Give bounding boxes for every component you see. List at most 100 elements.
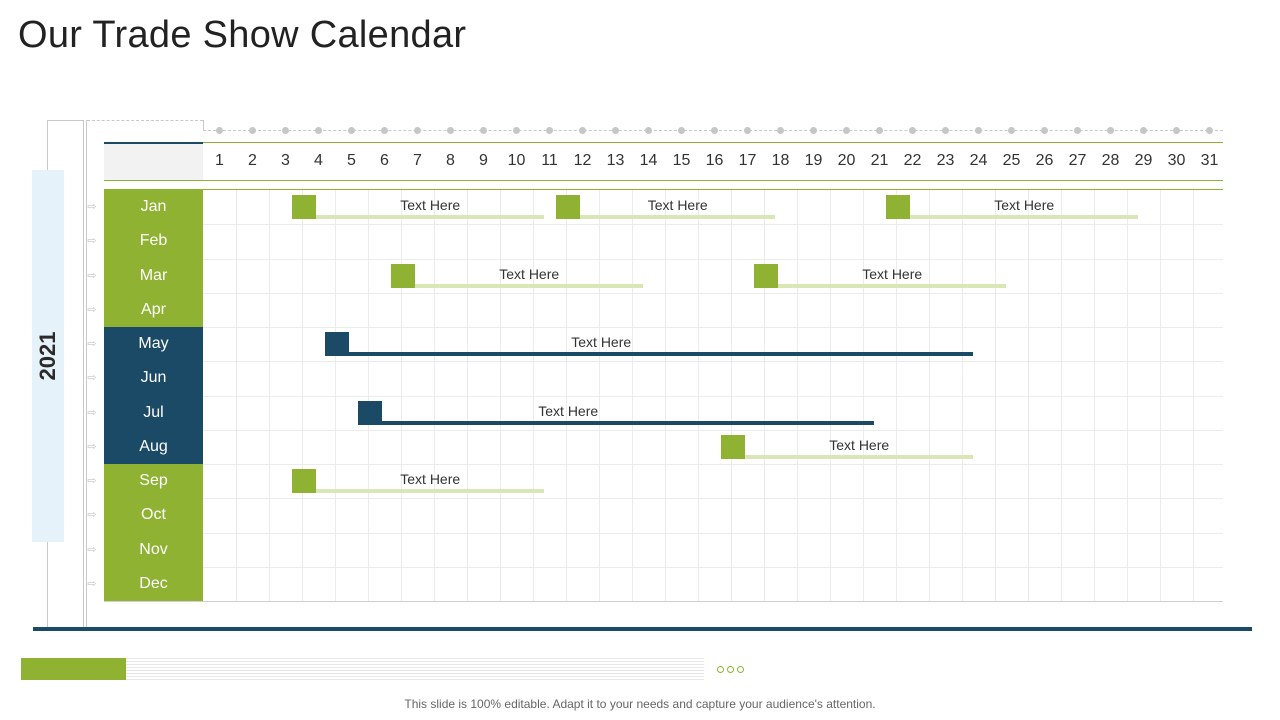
event-label: Text Here <box>499 265 560 282</box>
header-band <box>104 144 203 180</box>
rail-dot <box>1173 127 1180 134</box>
rail-dot <box>843 127 850 134</box>
month-cell: Nov <box>104 532 203 568</box>
progress-fill <box>21 658 126 680</box>
rail-dot <box>381 127 388 134</box>
month-cell: Jul <box>104 395 203 431</box>
month-cell: Sep <box>104 464 203 499</box>
event-label: Text Here <box>994 197 1055 213</box>
day-label: 30 <box>1167 152 1186 169</box>
month-cell: Jan <box>104 190 203 225</box>
page-title: Our Trade Show Calendar <box>18 14 467 56</box>
arrow-icon: ⇨ <box>87 475 97 488</box>
arrow-icon: ⇨ <box>87 509 97 522</box>
day-label: 14 <box>639 152 658 169</box>
arrow-icon: ⇨ <box>87 303 97 316</box>
rail-dot <box>513 127 520 134</box>
event-marker <box>358 400 383 425</box>
day-label: 11 <box>541 152 558 169</box>
event-marker <box>391 263 416 288</box>
event-bar <box>349 352 974 356</box>
rail-dot <box>810 127 817 134</box>
header-top-line <box>104 142 203 144</box>
arrow-icon: ⇨ <box>87 269 97 282</box>
arrow-icon: ⇨ <box>87 406 97 419</box>
arrow-icon: ⇨ <box>87 372 97 385</box>
arrow-icon: ⇨ <box>87 201 97 214</box>
rail-dot <box>447 127 454 134</box>
day-label: 27 <box>1068 152 1087 169</box>
grid-hline <box>203 395 1223 397</box>
dot-icon <box>717 666 724 673</box>
rail-dot <box>282 127 289 134</box>
event-bar <box>415 283 644 288</box>
grid-hline <box>203 361 1223 363</box>
header-mid-line <box>104 180 1223 181</box>
day-label: 8 <box>446 152 455 169</box>
frame-line <box>86 120 87 628</box>
event-label: Text Here <box>400 197 461 213</box>
day-label: 10 <box>507 152 526 169</box>
day-label: 13 <box>606 152 625 169</box>
grid-hline <box>203 566 1223 568</box>
day-label: 9 <box>479 152 488 169</box>
day-label: 18 <box>771 152 790 169</box>
year-label: 2021 <box>35 331 60 381</box>
arrow-icon: ⇨ <box>87 543 97 556</box>
day-label: 29 <box>1134 152 1153 169</box>
day-label: 15 <box>672 152 691 169</box>
day-label: 3 <box>281 152 290 169</box>
rail-dot <box>909 127 916 134</box>
rail-dot <box>480 127 487 134</box>
day-label: 2 <box>248 152 257 169</box>
rail-dot <box>1074 127 1081 134</box>
event-marker <box>292 195 317 219</box>
rail-dot <box>1041 127 1048 134</box>
day-label: 6 <box>380 152 389 169</box>
calendar-grid <box>203 190 1223 601</box>
event-bar <box>382 420 875 425</box>
day-label: 12 <box>573 152 592 169</box>
rail-dot <box>744 127 751 134</box>
day-label: 31 <box>1200 152 1219 169</box>
day-label: 21 <box>870 152 889 169</box>
day-label: 4 <box>314 152 323 169</box>
event-bar <box>580 215 776 219</box>
month-cell: May <box>104 327 203 362</box>
frame-line <box>83 120 84 628</box>
rail-dot <box>1206 127 1213 134</box>
day-label: 28 <box>1101 152 1120 169</box>
rail-dot <box>546 127 553 134</box>
grid-bottom-line <box>104 601 1223 602</box>
grid-hline <box>203 327 1223 328</box>
frame-line <box>203 120 204 130</box>
month-cell: Jun <box>104 361 203 396</box>
month-cell: Apr <box>104 292 203 328</box>
rail-dot <box>777 127 784 134</box>
grid-hline <box>203 532 1223 534</box>
rail-dot <box>711 127 718 134</box>
grid-hline <box>203 292 1223 294</box>
footer-note: This slide is 100% editable. Adapt it to… <box>404 697 876 711</box>
rail-dot <box>645 127 652 134</box>
header-top-line <box>203 142 1223 143</box>
month-cell: Feb <box>104 224 203 259</box>
grid-hline <box>203 224 1223 226</box>
day-label: 24 <box>969 152 988 169</box>
day-label: 25 <box>1002 152 1021 169</box>
rail-dot <box>1008 127 1015 134</box>
event-bar <box>778 283 1007 288</box>
event-marker <box>556 195 581 219</box>
month-cell: Oct <box>104 498 203 533</box>
event-label: Text Here <box>571 334 632 350</box>
month-cell: Mar <box>104 258 203 294</box>
month-cell: Aug <box>104 429 203 465</box>
event-label: Text Here <box>862 265 923 282</box>
day-label: 22 <box>903 152 922 169</box>
rail-dot <box>315 127 322 134</box>
day-label: 26 <box>1035 152 1054 169</box>
day-label: 20 <box>837 152 856 169</box>
rail-dot <box>216 127 223 134</box>
progress-track <box>126 658 704 680</box>
event-marker <box>886 195 911 219</box>
